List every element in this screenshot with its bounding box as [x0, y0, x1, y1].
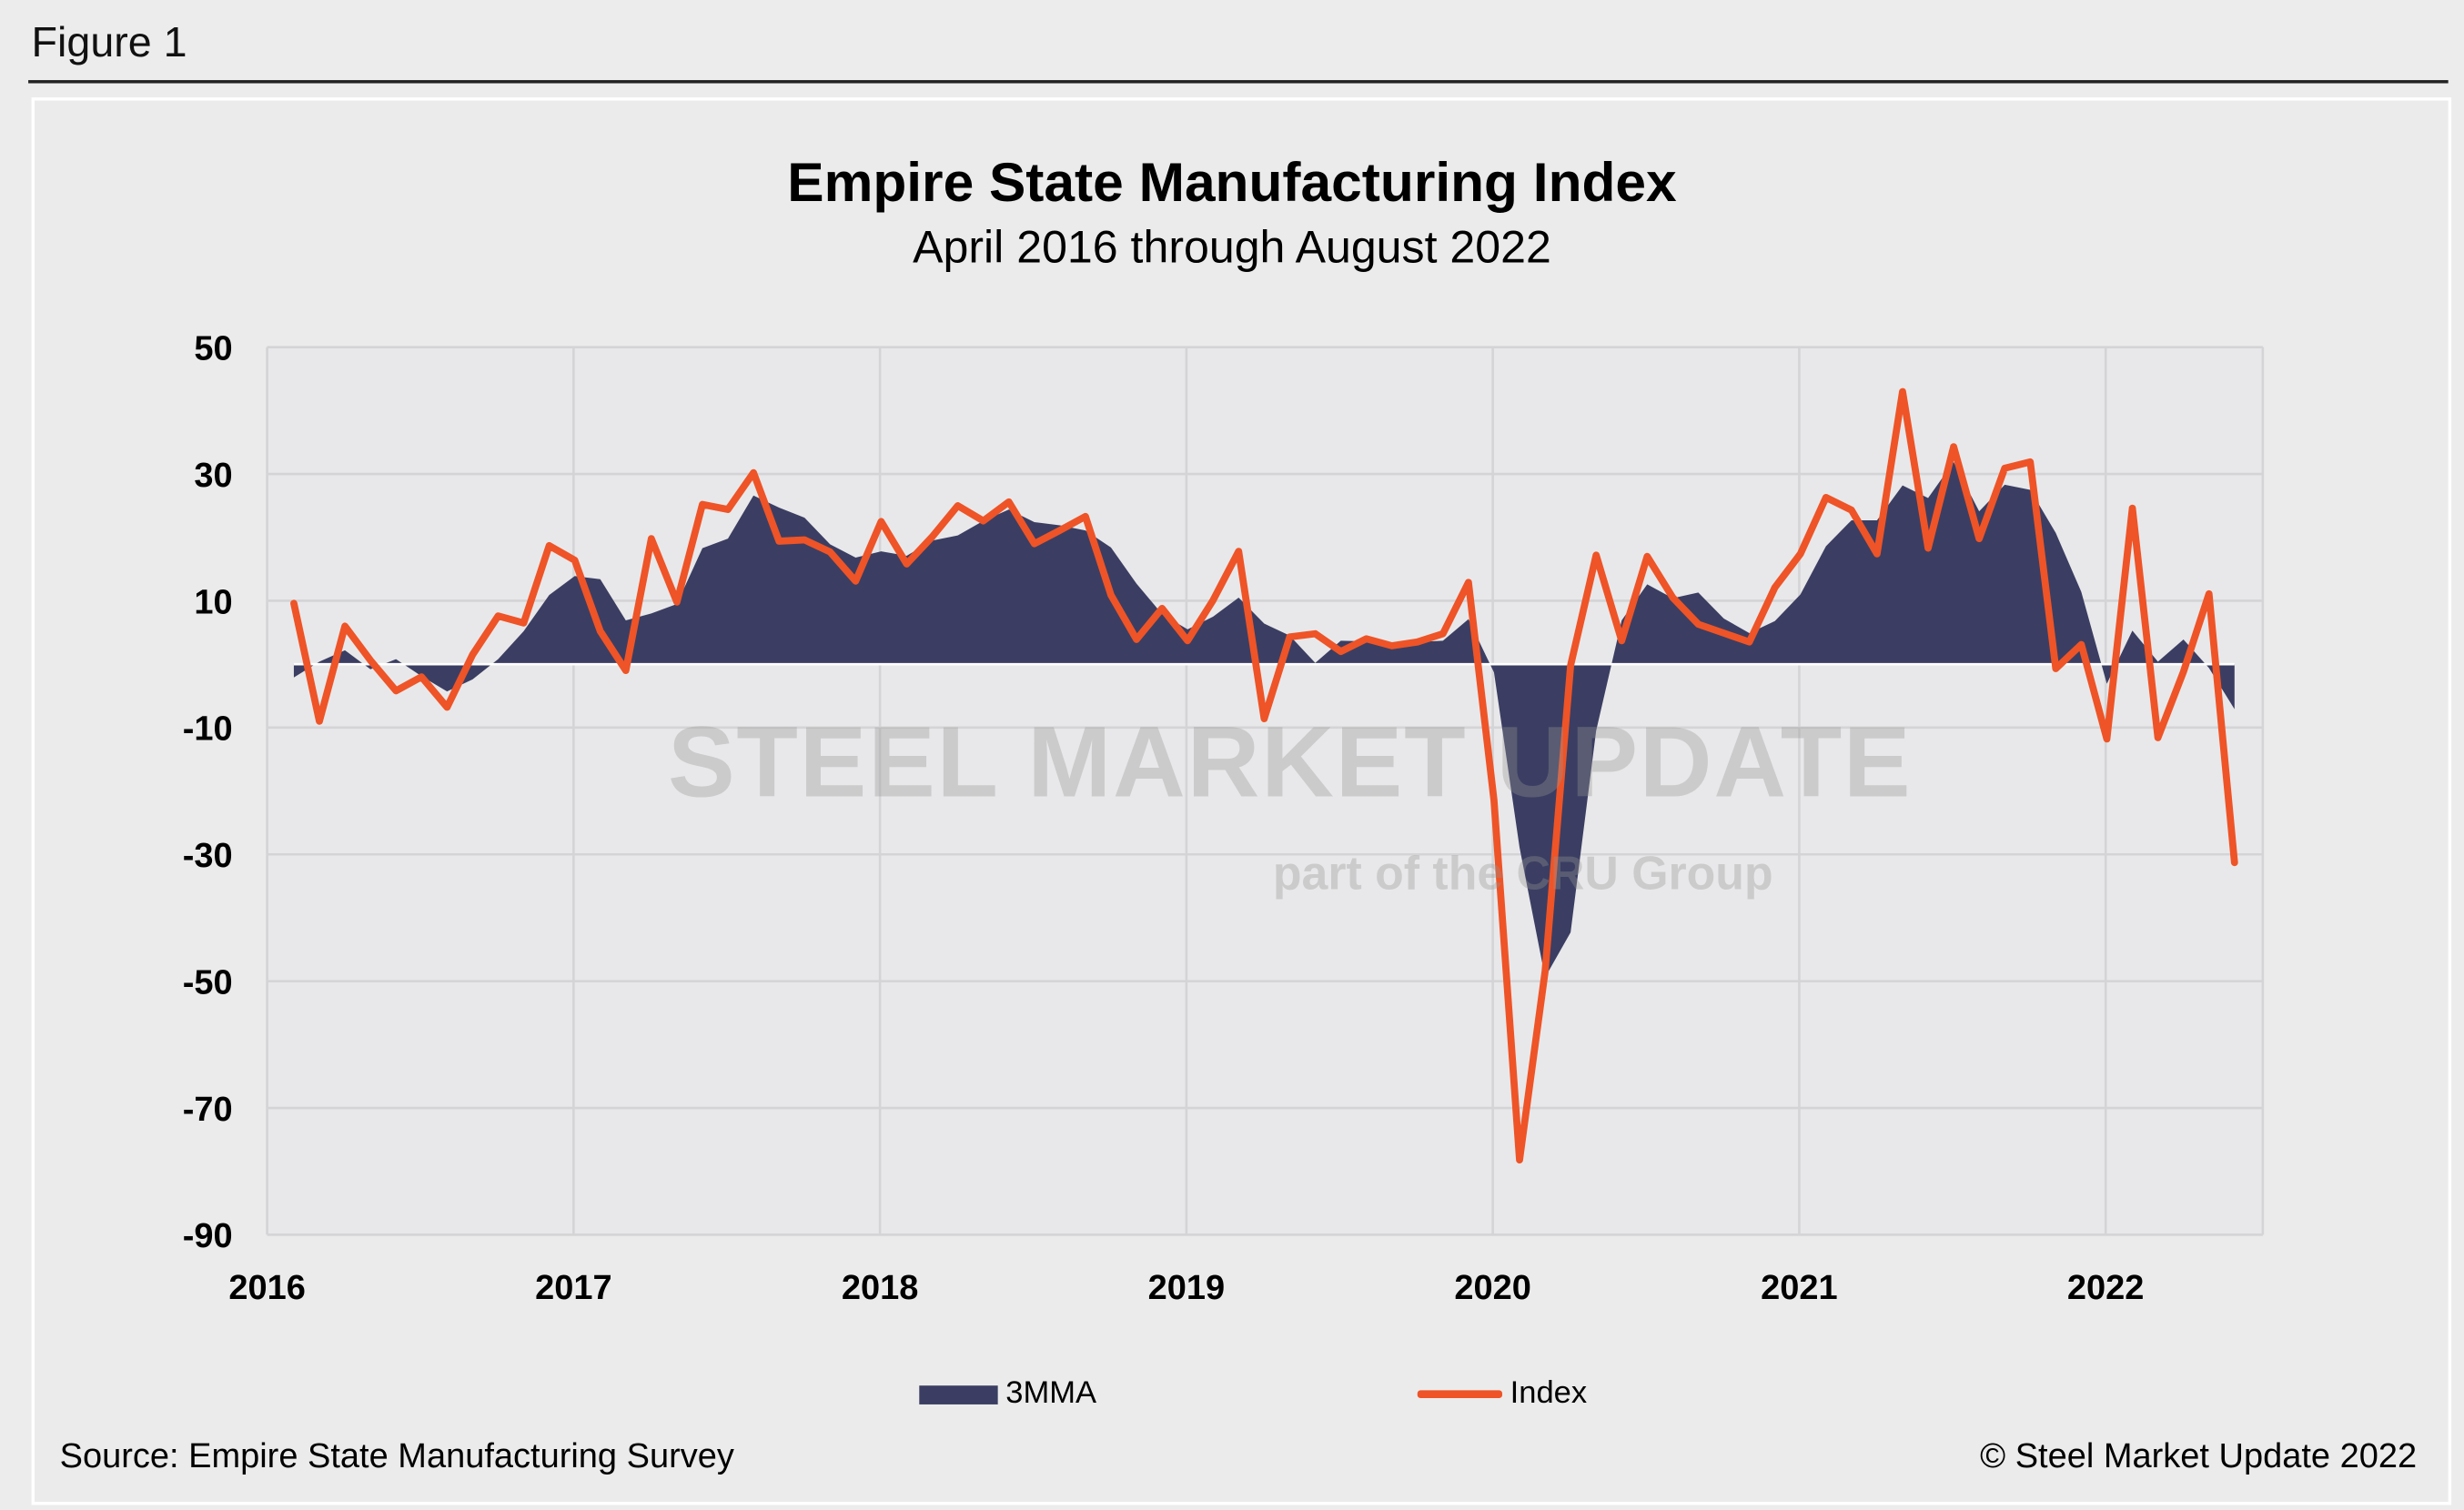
- watermark-tagline: part of the CRU Group: [1273, 849, 1773, 902]
- legend-item-3mma: 3MMA: [919, 1376, 1096, 1413]
- x-tick-label: 2022: [2067, 1269, 2145, 1307]
- y-tick-label: -90: [183, 1217, 233, 1255]
- y-tick-label: -30: [183, 837, 233, 875]
- source-note: Source: Empire State Manufacturing Surve…: [60, 1435, 734, 1476]
- x-tick-label: 2020: [1454, 1269, 1531, 1307]
- y-tick-label: -70: [183, 1091, 233, 1129]
- legend-item-index: Index: [1418, 1376, 1587, 1413]
- legend-label-index: Index: [1510, 1376, 1588, 1413]
- x-tick-label: 2019: [1148, 1269, 1226, 1307]
- y-tick-label: 50: [194, 329, 232, 367]
- y-tick-label: -10: [183, 710, 233, 749]
- x-tick-label: 2018: [842, 1269, 919, 1307]
- legend-swatch-3mma: [919, 1384, 997, 1404]
- y-tick-label: -50: [183, 963, 233, 1002]
- copyright-note: © Steel Market Update 2022: [1980, 1435, 2417, 1476]
- watermark-logo: STEEL MARKET UPDATE: [668, 704, 1912, 820]
- x-tick-label: 2016: [228, 1269, 306, 1307]
- legend-label-3mma: 3MMA: [1005, 1376, 1096, 1413]
- x-tick-label: 2017: [535, 1269, 612, 1307]
- x-tick-label: 2021: [1761, 1269, 1838, 1307]
- legend-swatch-index: [1418, 1390, 1502, 1398]
- y-tick-label: 30: [194, 457, 232, 495]
- y-tick-label: 10: [194, 583, 232, 621]
